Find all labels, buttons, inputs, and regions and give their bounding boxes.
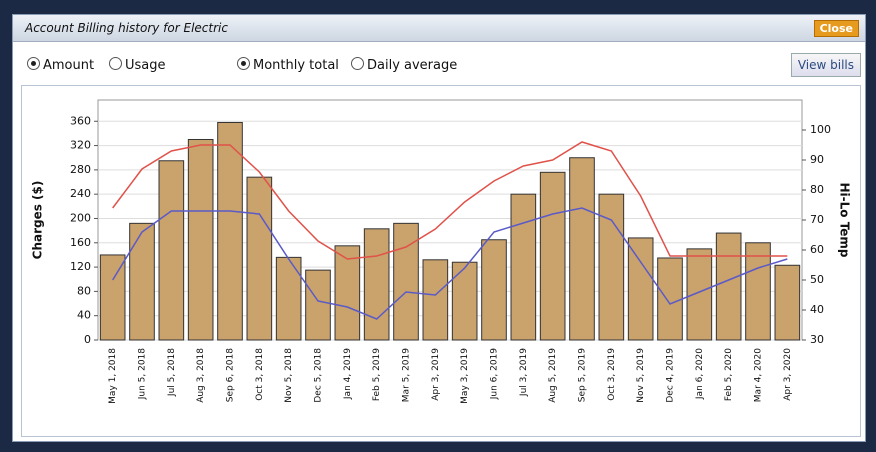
x-tick-label: Oct 3, 2018 xyxy=(255,348,265,401)
x-tick-label: Dec 5, 2018 xyxy=(314,348,324,403)
bar xyxy=(275,256,302,341)
y-tick-label: 0 xyxy=(84,333,91,346)
plot-area xyxy=(97,99,803,341)
window-title: Account Billing history for Electric xyxy=(25,21,228,35)
y2-tick-label: 100 xyxy=(810,123,831,136)
bar xyxy=(99,254,126,341)
radio-amount[interactable]: Amount xyxy=(27,57,94,73)
x-tick-label: Nov 5, 2019 xyxy=(636,348,646,403)
close-button[interactable]: Close xyxy=(813,20,859,37)
y2-tick-label: 90 xyxy=(810,153,824,166)
chart: Charges ($) Hi-Lo Temp 0 40 80 120 160 200 240… xyxy=(31,99,852,404)
x-tick-label: Jun 5, 2018 xyxy=(138,348,148,401)
bar xyxy=(334,245,361,341)
radio xyxy=(237,57,250,70)
bar xyxy=(745,242,771,341)
y-axis-label: Charges ($) xyxy=(31,181,45,260)
y-tick-label: 320 xyxy=(70,139,91,152)
bar xyxy=(627,237,654,341)
x-tick-label: Aug 3, 2018 xyxy=(196,348,206,403)
x-tick-label: Jul 3, 2019 xyxy=(519,348,529,397)
title-bar: Account Billing history for Electric Clo… xyxy=(13,15,865,42)
radio-daily[interactable]: Daily average xyxy=(351,57,457,73)
x-tick-label: Sep 5, 2019 xyxy=(578,348,588,402)
radio-label: Daily average xyxy=(367,58,458,73)
line xyxy=(112,207,788,320)
bar xyxy=(158,160,185,341)
bar xyxy=(217,121,243,341)
x-tick-label: Mar 4, 2020 xyxy=(754,348,764,402)
y2-tick-label: 50 xyxy=(810,273,824,286)
bar xyxy=(774,264,801,341)
bar xyxy=(510,193,537,341)
bar xyxy=(569,157,595,341)
x-tick-label: May 1, 2018 xyxy=(108,348,118,404)
y2-axis-label: Hi-Lo Temp xyxy=(838,182,852,257)
y2-tick-label: 80 xyxy=(810,183,824,196)
y2-tick-label: 60 xyxy=(810,243,824,256)
x-tick-label: Sep 6, 2018 xyxy=(226,348,236,402)
bar xyxy=(129,222,155,341)
x-tick-label: Mar 5, 2019 xyxy=(402,348,412,402)
y-tick-label: 120 xyxy=(70,260,91,273)
bar xyxy=(686,248,713,341)
radio xyxy=(351,57,364,70)
y2-tick-label: 30 xyxy=(810,333,824,346)
y-tick-label: 240 xyxy=(70,187,91,200)
radio-usage[interactable]: Usage xyxy=(109,57,166,73)
y2-tick-label: 70 xyxy=(810,213,824,226)
radio xyxy=(27,57,40,70)
radio-monthly[interactable]: Monthly total xyxy=(237,57,339,73)
x-tick-label: Dec 4, 2019 xyxy=(666,348,676,403)
x-tick-label: Nov 5, 2018 xyxy=(284,348,294,403)
bar xyxy=(422,259,449,341)
window: Account Billing history for Electric Clo… xyxy=(12,14,866,442)
bar xyxy=(715,232,742,341)
bar xyxy=(187,138,214,341)
x-tick-label: Jan 6, 2020 xyxy=(695,348,705,400)
radio-label: Amount xyxy=(43,58,95,73)
x-tick-label: Jul 5, 2018 xyxy=(167,348,177,397)
x-tick-label: Feb 5, 2019 xyxy=(372,348,382,401)
x-tick-label: Apr 3, 2020 xyxy=(783,348,793,401)
bar xyxy=(451,261,478,341)
y-tick-label: 280 xyxy=(70,163,91,176)
x-tick-label: Jan 4, 2019 xyxy=(343,348,353,400)
x-tick-label: Feb 5, 2020 xyxy=(724,348,734,401)
view-bills-button[interactable]: View bills xyxy=(790,53,861,77)
x-tick-label: Aug 5, 2019 xyxy=(548,348,558,403)
bar xyxy=(657,257,683,341)
x-tick-label: May 3, 2019 xyxy=(460,348,470,404)
line xyxy=(112,141,788,260)
bar xyxy=(363,228,390,341)
y-tick-label: 360 xyxy=(70,114,91,127)
y-tick-label: 160 xyxy=(70,236,91,249)
x-tick-label: Oct 3, 2019 xyxy=(607,348,617,401)
controls: Amount Usage Monthly total Daily average… xyxy=(13,51,865,79)
radio-label: Monthly total xyxy=(253,58,339,73)
y-tick-label: 40 xyxy=(77,309,91,322)
radio xyxy=(109,57,122,70)
y-tick-label: 200 xyxy=(70,211,91,224)
bar xyxy=(246,176,273,341)
x-tick-label: Jun 6, 2019 xyxy=(490,348,500,401)
radio-label: Usage xyxy=(125,58,166,73)
x-tick-label: Apr 3, 2019 xyxy=(431,348,441,401)
bar xyxy=(481,239,507,341)
bar xyxy=(539,171,566,341)
chart-box: Charges ($) Hi-Lo Temp 0 40 80 120 160 200 240… xyxy=(21,85,861,437)
bar xyxy=(305,269,331,341)
y2-tick-label: 40 xyxy=(810,303,824,316)
bar xyxy=(598,193,625,341)
y-tick-label: 80 xyxy=(77,284,91,297)
